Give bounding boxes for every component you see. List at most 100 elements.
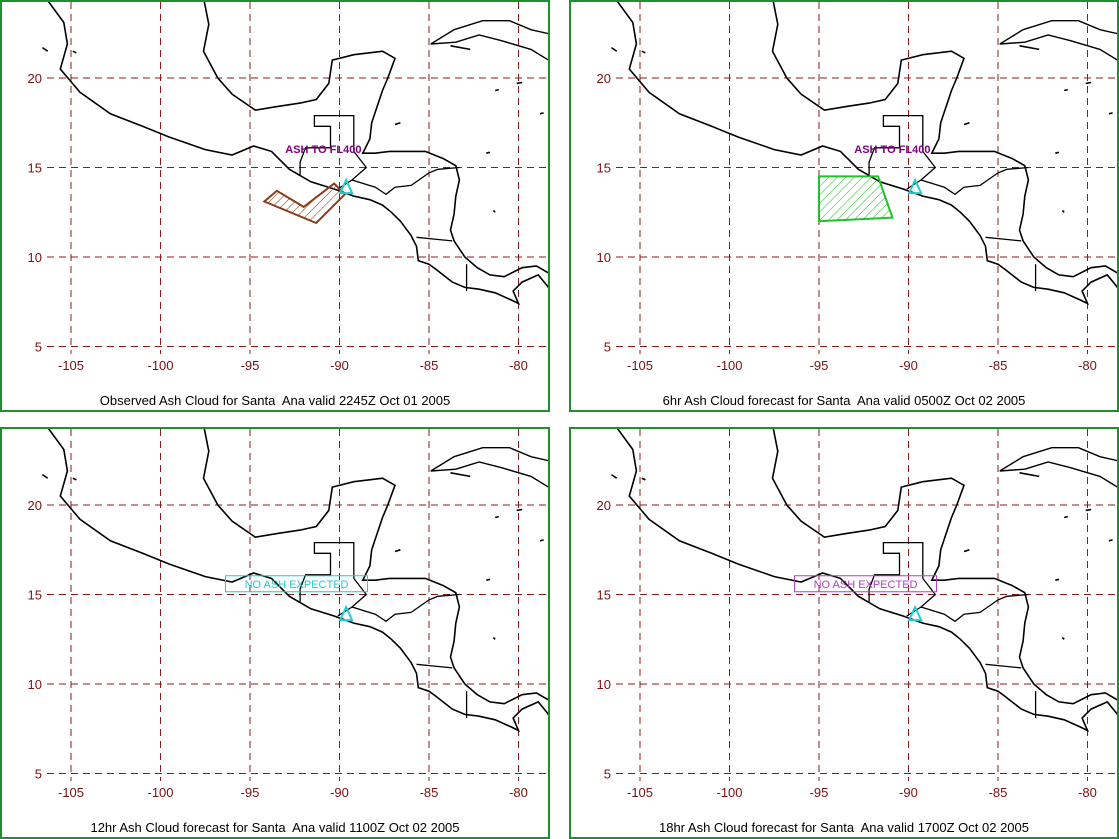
longitude-tick-label: -105	[627, 785, 653, 800]
island	[963, 122, 970, 126]
coastline	[616, 429, 1117, 733]
coastline	[47, 429, 548, 733]
longitude-tick-label: -85	[420, 358, 439, 373]
island	[610, 473, 618, 479]
island	[1061, 636, 1065, 640]
volcano-triangle-icon	[338, 177, 354, 195]
latitude-tick-label: 15	[597, 161, 611, 176]
ash-map-svg: NO ASH EXPECTED -105 -100 -95 -90 -85 -80 20 15 1…	[28, 429, 548, 800]
volcano-triangle-icon	[907, 177, 923, 195]
country-border	[985, 663, 1022, 669]
coastline	[771, 429, 1117, 705]
panel-caption: 18hr Ash Cloud forecast for Santa Ana va…	[658, 820, 1029, 835]
longitude-tick-label: -95	[810, 358, 829, 373]
latitude-tick-label: 5	[35, 340, 42, 355]
island	[41, 473, 49, 479]
latitude-tick-label: 20	[28, 71, 42, 86]
latitude-tick-label: 20	[597, 71, 611, 86]
ash-map-svg: ASH TO FL400 -105 -100 -95 -90 -85 -80 20 15 10 5	[28, 2, 548, 373]
longitude-tick-label: -105	[58, 358, 84, 373]
latitude-tick-label: 5	[35, 767, 42, 782]
country-border	[299, 541, 355, 602]
coastline	[47, 2, 548, 306]
country-border	[416, 663, 453, 669]
island	[1085, 81, 1092, 85]
coastline	[616, 2, 1117, 306]
latitude-tick-label: 15	[28, 588, 42, 603]
country-border	[299, 114, 355, 175]
island	[450, 45, 471, 51]
country-border	[868, 541, 924, 602]
country-border	[920, 166, 1029, 196]
latitude-tick-label: 10	[28, 250, 42, 265]
island	[1019, 472, 1040, 478]
island	[641, 50, 646, 54]
panel-caption: 6hr Ash Cloud forecast for Santa Ana val…	[662, 393, 1026, 408]
island	[72, 50, 77, 54]
latitude-tick-label: 20	[597, 498, 611, 513]
latitude-tick-label: 15	[28, 161, 42, 176]
longitude-tick-label: -80	[509, 358, 528, 373]
island	[1064, 515, 1068, 519]
country-border	[920, 593, 1029, 623]
longitude-tick-label: -100	[716, 785, 742, 800]
island	[1061, 209, 1065, 213]
map-panel-12hr-forecast: NO ASH EXPECTED -105 -100 -95 -90 -85 -80 20 15 1…	[0, 427, 550, 839]
island	[1019, 45, 1040, 51]
country-border	[351, 166, 460, 196]
island	[492, 209, 496, 213]
ash-annotation: ASH TO FL400	[854, 144, 930, 156]
island	[516, 81, 523, 85]
latitude-tick-label: 15	[597, 588, 611, 603]
ash-annotation: ASH TO FL400	[285, 144, 361, 156]
ash-map-svg: ASH TO FL400 -105 -100 -95 -90 -85 -80 20 15 10 5	[597, 2, 1117, 373]
longitude-tick-label: -105	[58, 785, 84, 800]
island	[610, 46, 618, 52]
cuba-coastline	[999, 447, 1117, 488]
country-border	[868, 114, 924, 175]
longitude-tick-label: -100	[147, 358, 173, 373]
island	[1055, 151, 1060, 154]
longitude-tick-label: -90	[899, 358, 918, 373]
country-border	[985, 236, 1022, 242]
coastline	[771, 2, 1117, 278]
island	[486, 151, 491, 154]
island	[516, 508, 523, 512]
longitude-tick-label: -105	[627, 358, 653, 373]
map-panel-6hr-forecast: ASH TO FL400 -105 -100 -95 -90 -85 -80 20 15 10 5 …	[569, 0, 1119, 412]
island	[641, 477, 646, 481]
longitude-tick-label: -90	[330, 785, 349, 800]
island	[72, 477, 77, 481]
island	[486, 578, 491, 581]
ash-map-svg: NO ASH EXPECTED -105 -100 -95 -90 -85 -80 20 15 1…	[597, 429, 1117, 800]
longitude-tick-label: -90	[899, 785, 918, 800]
no-ash-box	[225, 575, 369, 593]
cuba-coastline	[999, 20, 1117, 61]
coastline	[202, 429, 548, 705]
island	[394, 122, 401, 126]
latitude-tick-label: 10	[28, 677, 42, 692]
longitude-tick-label: -95	[810, 785, 829, 800]
map-panel-observed: ASH TO FL400 -105 -100 -95 -90 -85 -80 20 15 10 5 …	[0, 0, 550, 412]
longitude-tick-label: -80	[509, 785, 528, 800]
island	[1055, 578, 1060, 581]
cuba-coastline	[430, 20, 548, 61]
longitude-tick-label: -80	[1078, 358, 1097, 373]
country-border	[351, 593, 460, 623]
island	[492, 636, 496, 640]
island	[539, 539, 544, 542]
latitude-tick-label: 5	[604, 340, 611, 355]
island	[539, 112, 544, 115]
longitude-tick-label: -100	[147, 785, 173, 800]
volcano-triangle-icon	[338, 604, 354, 622]
latitude-tick-label: 5	[604, 767, 611, 782]
ash-cloud-polygon	[262, 182, 347, 225]
coastline	[202, 2, 548, 278]
panel-caption: Observed Ash Cloud for Santa Ana valid 2…	[99, 393, 451, 408]
longitude-tick-label: -85	[989, 358, 1008, 373]
longitude-tick-label: -85	[989, 785, 1008, 800]
latitude-tick-label: 20	[28, 498, 42, 513]
longitude-tick-label: -85	[420, 785, 439, 800]
volcano-triangle-icon	[907, 604, 923, 622]
panel-caption: 12hr Ash Cloud forecast for Santa Ana va…	[90, 820, 460, 835]
